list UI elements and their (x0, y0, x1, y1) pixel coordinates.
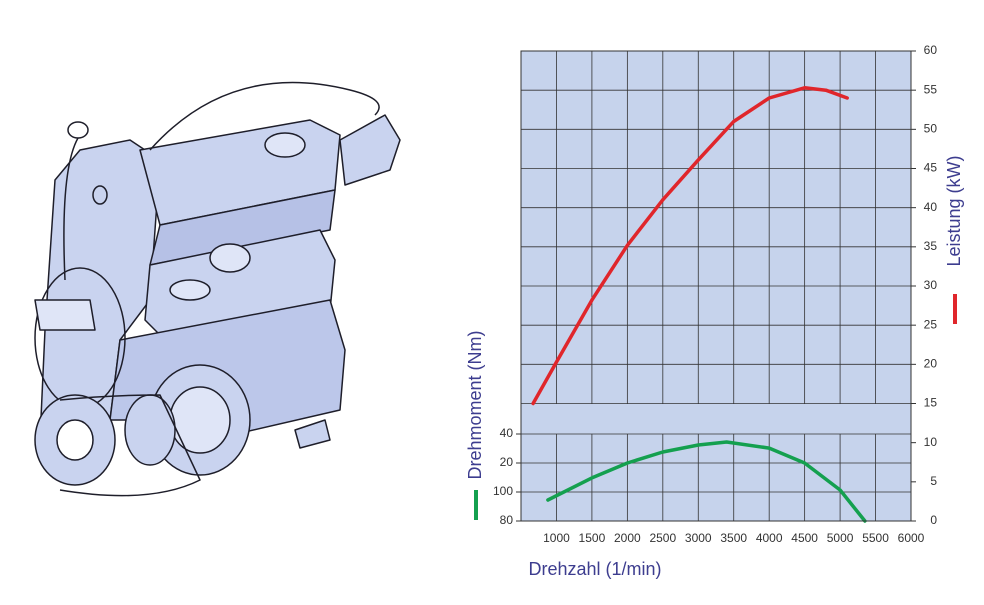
y-tick-label: 80 (500, 513, 514, 527)
y-tick-label: 100 (493, 484, 513, 498)
y2-tick-label: 45 (924, 161, 938, 175)
x-tick-label: 1000 (543, 531, 570, 545)
x-axis-title: Drehzahl (1/min) (528, 559, 661, 579)
y2-tick-label: 55 (924, 82, 938, 96)
y2-tick-label: 20 (924, 357, 938, 371)
y2-tick-label: 10 (924, 435, 938, 449)
x-tick-label: 6000 (898, 531, 925, 545)
y2-axis-title: Leistung (kW) (944, 155, 964, 266)
x-tick-label: 1500 (579, 531, 606, 545)
x-tick-label: 3500 (720, 531, 747, 545)
engine-illustration (34, 81, 401, 497)
series-line (546, 440, 867, 523)
y2-tick-label: 15 (924, 396, 938, 410)
y2-tick-label: 5 (930, 474, 937, 488)
y2-tick-label: 25 (924, 317, 938, 331)
y-axis-title: Drehmoment (Nm) (465, 330, 485, 479)
y2-tick-label: 40 (924, 200, 938, 214)
x-tick-label: 2000 (614, 531, 641, 545)
x-tick-label: 4500 (791, 531, 818, 545)
y2-tick-label: 30 (924, 278, 938, 292)
y2-tick-label: 60 (924, 43, 938, 57)
x-tick-label: 5500 (862, 531, 889, 545)
x-tick-label: 4000 (756, 531, 783, 545)
y2-tick-label: 50 (924, 122, 938, 136)
x-tick-label: 2500 (649, 531, 676, 545)
panel-gap (521, 404, 911, 434)
y-tick-label: 20 (500, 455, 514, 469)
x-tick-label: 5000 (827, 531, 854, 545)
y-tick-label: 40 (500, 426, 514, 440)
x-tick-label: 3000 (685, 531, 712, 545)
series-line (531, 86, 849, 406)
y2-tick-label: 35 (924, 239, 938, 253)
y2-tick-label: 0 (930, 513, 937, 527)
